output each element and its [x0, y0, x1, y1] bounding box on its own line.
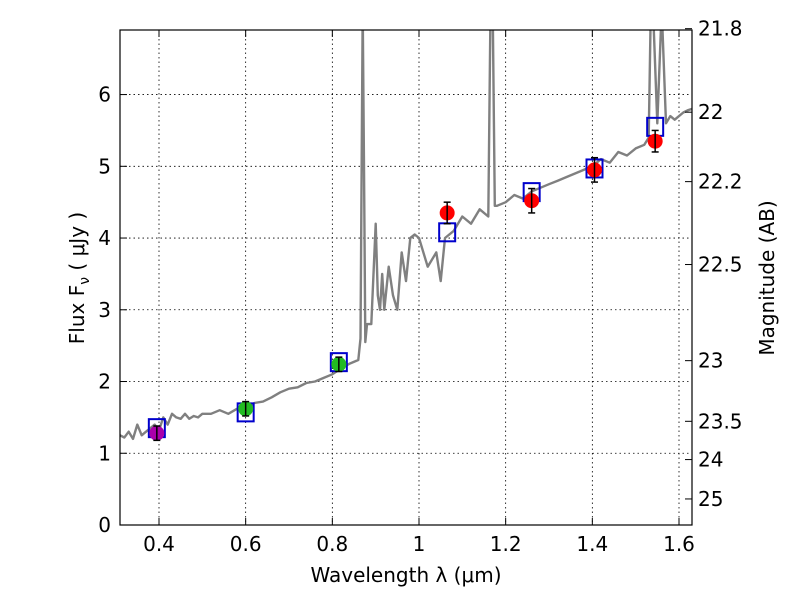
y2-tick-label: 22.5	[698, 253, 743, 277]
photometry-layer	[147, 116, 665, 442]
y2-tick-label: 21.8	[698, 17, 743, 41]
plot-frame	[119, 29, 693, 526]
y-tick-label: 3	[98, 298, 111, 322]
y-tick-label: 0	[98, 513, 111, 537]
y-tick-label: 5	[98, 154, 111, 178]
y-tick-label: 1	[98, 441, 111, 465]
x-tick-label: 0.6	[230, 532, 262, 556]
x-tick-label: 1.4	[576, 532, 608, 556]
x-tick-label: 1.6	[663, 532, 695, 556]
x-tick-label: 0.4	[143, 532, 175, 556]
axis-ticks: 0.4 0.6 0.8 1 1.2 1.4 1.6012345621.82222.222.5…	[98, 17, 742, 556]
y2-tick-label: 24	[698, 448, 723, 472]
y2-tick-label: 22	[698, 100, 723, 124]
y-axis-title-subscript: ν	[77, 277, 93, 285]
spectrum-layer	[120, 30, 692, 441]
y-axis-title: Flux Fν ( μJy )	[65, 212, 93, 344]
y2-axis-title: Magnitude (AB)	[755, 200, 779, 355]
y2-tick-label: 23.5	[698, 409, 743, 433]
y-tick-label: 4	[98, 226, 111, 250]
x-tick-label: 0.8	[316, 532, 348, 556]
x-tick-label: 1	[413, 532, 426, 556]
y2-tick-label: 22.2	[698, 170, 743, 194]
spectrum-line	[120, 30, 692, 441]
y2-tick-label: 25	[698, 487, 723, 511]
x-axis-title: Wavelength λ (μm)	[310, 563, 501, 587]
gridlines	[120, 30, 692, 526]
y-tick-label: 6	[98, 83, 111, 107]
y-axis-title-unit: ( μJy )	[65, 212, 89, 277]
y-axis-title-main: Flux F	[65, 285, 89, 344]
x-tick-label: 1.2	[490, 532, 522, 556]
y2-tick-label: 23	[698, 349, 723, 373]
y-tick-label: 2	[98, 370, 111, 394]
